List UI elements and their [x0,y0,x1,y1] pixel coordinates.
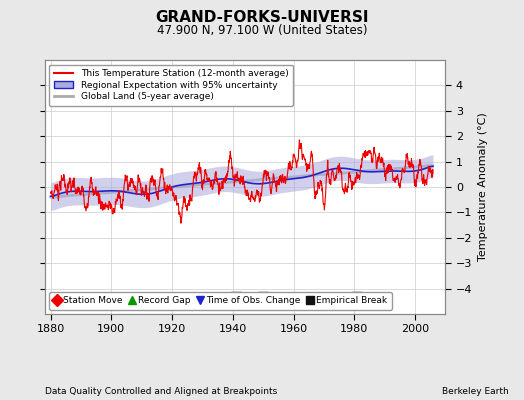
Legend: Station Move, Record Gap, Time of Obs. Change, Empirical Break: Station Move, Record Gap, Time of Obs. C… [49,292,391,310]
Text: 47.900 N, 97.100 W (United States): 47.900 N, 97.100 W (United States) [157,24,367,37]
Text: GRAND-FORKS-UNIVERSI: GRAND-FORKS-UNIVERSI [155,10,369,25]
Text: Data Quality Controlled and Aligned at Breakpoints: Data Quality Controlled and Aligned at B… [45,387,277,396]
Y-axis label: Temperature Anomaly (°C): Temperature Anomaly (°C) [478,113,488,261]
Text: Berkeley Earth: Berkeley Earth [442,387,508,396]
